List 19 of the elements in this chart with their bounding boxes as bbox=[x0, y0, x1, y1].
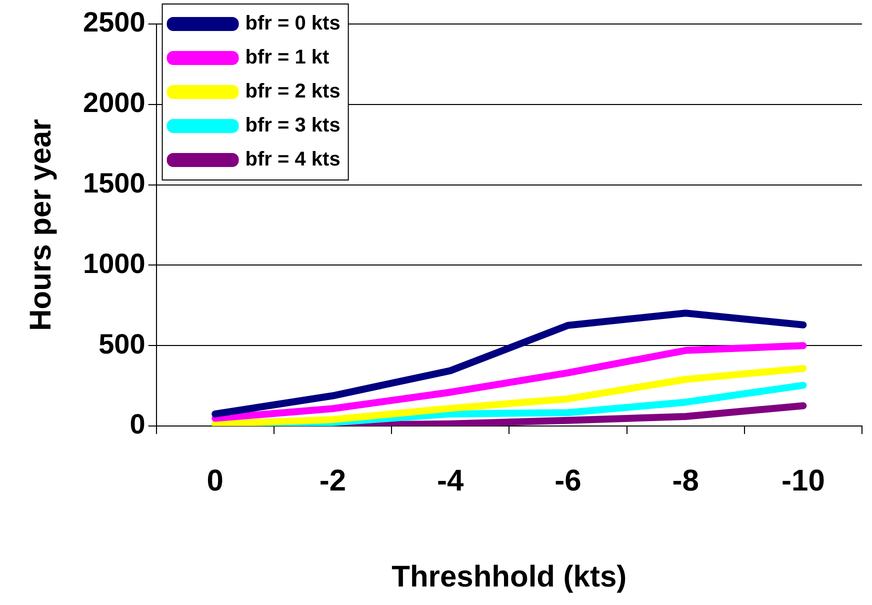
y-tick-label: 1000 bbox=[82, 248, 146, 279]
x-tick-label: 0 bbox=[206, 464, 224, 498]
x-tick-label: -8 bbox=[672, 464, 699, 498]
y-tick-label: 1500 bbox=[82, 168, 146, 199]
y-tick-label: 500 bbox=[98, 328, 146, 360]
y-tick-label: 2500 bbox=[82, 6, 146, 38]
x-axis-title: Threshhold (kts) bbox=[392, 560, 627, 594]
x-tick-label: -2 bbox=[319, 464, 346, 498]
y-tick-label: 0 bbox=[130, 408, 146, 440]
legend-label: bfr = 1 kt bbox=[245, 46, 330, 69]
legend-label: bfr = 3 kts bbox=[245, 114, 340, 137]
x-tick-label: -4 bbox=[436, 464, 464, 498]
legend-label: bfr = 0 kts bbox=[245, 12, 340, 35]
x-tick-label: -10 bbox=[782, 464, 825, 498]
x-tick-label: -6 bbox=[554, 464, 582, 498]
legend-label: bfr = 4 kts bbox=[245, 148, 340, 171]
legend-label: bfr = 2 kts bbox=[245, 80, 340, 103]
y-tick-label: 2000 bbox=[82, 87, 146, 118]
y-axis-title: Hours per year bbox=[24, 118, 58, 331]
